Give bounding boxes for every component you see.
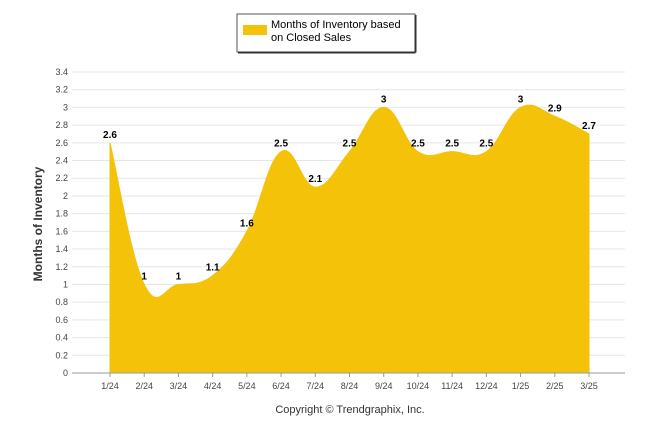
x-tick-label: 3/25 — [580, 381, 598, 391]
data-label: 3 — [381, 94, 387, 105]
data-label: 2.5 — [411, 139, 425, 150]
x-tick-label: 8/24 — [341, 381, 359, 391]
data-label: 2.5 — [274, 139, 288, 150]
legend-label-line2: on Closed Sales — [271, 32, 352, 44]
y-tick-label: 1.8 — [55, 209, 68, 219]
data-label: 1.1 — [206, 263, 220, 274]
y-tick-label: 2.8 — [55, 120, 68, 130]
series-area-fill — [109, 104, 590, 374]
data-label: 1 — [141, 271, 147, 282]
y-tick-label: 0 — [63, 368, 68, 378]
y-tick-label: 3 — [63, 102, 68, 112]
data-label: 2.9 — [548, 103, 562, 114]
x-tick-label: 7/24 — [307, 381, 325, 391]
data-labels: 2.6 1 1 1.1 1.6 2.5 2.1 2.5 3 2.5 2.5 2.5 3 2.9 2.7 — [103, 94, 596, 282]
copyright-footer: Copyright © Trendgraphix, Inc. — [275, 404, 424, 416]
y-tick-labels: 0 0.2 0.4 0.6 0.8 1 1.2 1.4 1.6 1.8 2 2.2 2.4 2.6 2.8 3… — [55, 67, 68, 378]
y-axis-title: Months of Inventory — [31, 166, 45, 281]
y-tick-label: 2 — [63, 191, 68, 201]
x-tick-label: 6/24 — [272, 381, 290, 391]
axes — [72, 372, 625, 377]
y-tick-label: 2.6 — [55, 138, 68, 148]
y-tick-label: 0.2 — [55, 350, 68, 360]
series-area — [109, 104, 590, 374]
legend: Months of Inventory based on Closed Sale… — [236, 13, 417, 54]
data-label: 2.5 — [445, 139, 459, 150]
y-tick-label: 1.2 — [55, 262, 68, 272]
x-tick-label: 12/24 — [475, 381, 498, 391]
data-label: 2.6 — [103, 130, 117, 141]
y-tick-label: 0.4 — [55, 333, 68, 343]
x-tick-label: 1/25 — [512, 381, 530, 391]
x-tick-label: 3/24 — [170, 381, 188, 391]
x-tick-labels: 1/24 2/24 3/24 4/24 5/24 6/24 7/24 8/24 9/24 10/2… — [101, 381, 598, 391]
data-label: 1.6 — [240, 218, 254, 229]
y-tick-label: 0.6 — [55, 315, 68, 325]
y-tick-label: 3.4 — [55, 67, 68, 77]
x-tick-label: 9/24 — [375, 381, 393, 391]
legend-label-line1: Months of Inventory based — [271, 19, 401, 31]
x-tick-label: 2/25 — [546, 381, 564, 391]
x-tick-label: 5/24 — [238, 381, 256, 391]
data-label: 2.1 — [308, 174, 322, 185]
x-tick-label: 2/24 — [135, 381, 153, 391]
x-tick-label: 4/24 — [204, 381, 222, 391]
x-tick-label: 10/24 — [407, 381, 430, 391]
y-tick-label: 1.6 — [55, 226, 68, 236]
x-tick-label: 11/24 — [441, 381, 463, 391]
y-tick-label: 0.8 — [55, 297, 68, 307]
x-tick-label: 1/24 — [101, 381, 119, 391]
y-tick-label: 1 — [63, 279, 68, 289]
data-label: 2.5 — [479, 139, 493, 150]
data-label: 2.7 — [582, 121, 596, 132]
y-tick-label: 2.4 — [55, 156, 68, 166]
y-tick-label: 1.4 — [55, 244, 68, 254]
y-tick-label: 3.2 — [55, 85, 68, 95]
legend-swatch — [243, 25, 267, 35]
y-tick-label: 2.2 — [55, 173, 68, 183]
data-label: 2.5 — [343, 139, 357, 150]
data-label: 3 — [518, 94, 524, 105]
data-label: 1 — [176, 271, 182, 282]
